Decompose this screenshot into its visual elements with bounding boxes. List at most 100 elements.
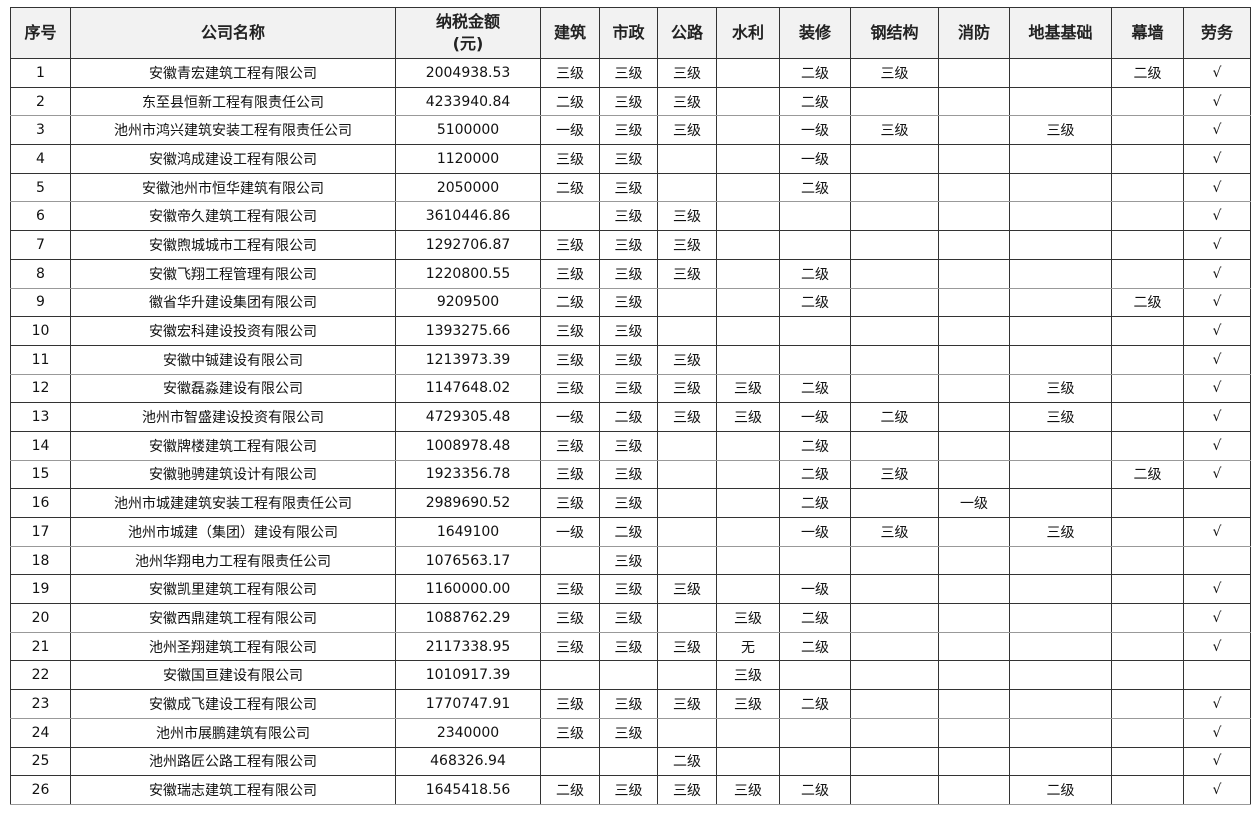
- cell-municipal: 三级: [599, 775, 658, 805]
- cell-construction: [540, 660, 600, 691]
- cell-steel-structure: [850, 746, 939, 777]
- cell-steel-structure: [850, 287, 939, 318]
- cell-steel-structure: [850, 258, 939, 289]
- cell-decoration: 一级: [779, 517, 851, 547]
- cell-foundation: [1009, 488, 1112, 518]
- cell-curtain-wall: [1111, 574, 1184, 605]
- cell-water-conservancy: [716, 230, 780, 260]
- cell-labor: √: [1183, 172, 1251, 203]
- cell-labor: √: [1183, 144, 1251, 174]
- cell-labor: √: [1183, 430, 1251, 461]
- cell-tax-amount: 1008978.48: [395, 430, 541, 461]
- cell-foundation: 二级: [1009, 775, 1112, 805]
- cell-highway: 三级: [657, 631, 717, 662]
- cell-water-conservancy: 三级: [716, 373, 780, 404]
- cell-curtain-wall: [1111, 316, 1184, 346]
- cell-construction: 三级: [540, 488, 600, 518]
- table-row: 26 安徽瑞志建筑工程有限公司 1645418.56 二级 三级 三级 三级 二级 二级 √: [10, 775, 1251, 805]
- cell-decoration: 二级: [779, 172, 851, 203]
- table-row: 7 安徽煦城城市工程有限公司 1292706.87 三级 三级 三级 √: [10, 230, 1251, 260]
- cell-labor: √: [1183, 574, 1251, 605]
- cell-index: 25: [10, 746, 71, 777]
- cell-steel-structure: [850, 144, 939, 174]
- cell-steel-structure: 三级: [850, 115, 939, 146]
- cell-labor: √: [1183, 287, 1251, 318]
- cell-curtain-wall: [1111, 717, 1184, 748]
- cell-foundation: [1009, 631, 1112, 662]
- cell-decoration: 一级: [779, 402, 851, 432]
- cell-steel-structure: [850, 201, 939, 232]
- cell-water-conservancy: [716, 574, 780, 605]
- cell-tax-amount: 1010917.39: [395, 660, 541, 691]
- cell-highway: 三级: [657, 574, 717, 605]
- cell-curtain-wall: [1111, 201, 1184, 232]
- cell-water-conservancy: [716, 201, 780, 232]
- cell-index: 6: [10, 201, 71, 232]
- cell-steel-structure: [850, 660, 939, 691]
- cell-labor: √: [1183, 517, 1251, 547]
- cell-steel-structure: 三级: [850, 58, 939, 88]
- cell-construction: 三级: [540, 603, 600, 633]
- cell-construction: 三级: [540, 58, 600, 88]
- cell-foundation: [1009, 258, 1112, 289]
- cell-highway: 三级: [657, 58, 717, 88]
- cell-steel-structure: [850, 574, 939, 605]
- cell-water-conservancy: [716, 115, 780, 146]
- cell-water-conservancy: 三级: [716, 775, 780, 805]
- cell-tax-amount: 1292706.87: [395, 230, 541, 260]
- cell-municipal: 二级: [599, 517, 658, 547]
- cell-municipal: [599, 660, 658, 691]
- cell-index: 12: [10, 373, 71, 404]
- cell-index: 3: [10, 115, 71, 146]
- cell-tax-amount: 1220800.55: [395, 258, 541, 289]
- cell-tax-amount: 2117338.95: [395, 631, 541, 662]
- cell-construction: 三级: [540, 258, 600, 289]
- cell-tax-amount: 1213973.39: [395, 344, 541, 375]
- cell-water-conservancy: [716, 517, 780, 547]
- cell-highway: [657, 488, 717, 518]
- cell-municipal: 三级: [599, 430, 658, 461]
- cell-tax-amount: 468326.94: [395, 746, 541, 777]
- cell-labor: √: [1183, 689, 1251, 719]
- table-row: 17 池州市城建（集团）建设有限公司 1649100 一级 二级 一级 三级 三级 √: [10, 517, 1251, 547]
- cell-curtain-wall: [1111, 86, 1184, 117]
- cell-index: 14: [10, 430, 71, 461]
- cell-municipal: 三级: [599, 316, 658, 346]
- cell-construction: 三级: [540, 316, 600, 346]
- cell-company-name: 池州圣翔建筑工程有限公司: [70, 631, 396, 662]
- cell-fire-protection: [938, 660, 1010, 691]
- table-row: 16 池州市城建建筑安装工程有限责任公司 2989690.52 三级 三级 二级 一级: [10, 488, 1251, 518]
- cell-construction: 一级: [540, 517, 600, 547]
- cell-foundation: 三级: [1009, 517, 1112, 547]
- cell-construction: 一级: [540, 402, 600, 432]
- cell-labor: √: [1183, 201, 1251, 232]
- cell-tax-amount: 1088762.29: [395, 603, 541, 633]
- table-row: 20 安徽西鼎建筑工程有限公司 1088762.29 三级 三级 三级 二级 √: [10, 603, 1251, 633]
- cell-foundation: [1009, 201, 1112, 232]
- cell-construction: 三级: [540, 430, 600, 461]
- cell-labor: √: [1183, 631, 1251, 662]
- cell-index: 16: [10, 488, 71, 518]
- cell-labor: √: [1183, 115, 1251, 146]
- cell-labor: √: [1183, 86, 1251, 117]
- cell-fire-protection: [938, 517, 1010, 547]
- cell-index: 21: [10, 631, 71, 662]
- cell-company-name: 池州路匠公路工程有限公司: [70, 746, 396, 777]
- cell-tax-amount: 2004938.53: [395, 58, 541, 88]
- table-body: 1 安徽青宏建筑工程有限公司 2004938.53 三级 三级 三级 二级 三级 二级 √ 2 东至县…: [10, 58, 1251, 805]
- cell-decoration: 二级: [779, 258, 851, 289]
- cell-curtain-wall: [1111, 517, 1184, 547]
- cell-tax-amount: 2989690.52: [395, 488, 541, 518]
- cell-tax-amount: 1770747.91: [395, 689, 541, 719]
- table-row: 1 安徽青宏建筑工程有限公司 2004938.53 三级 三级 三级 二级 三级 二级 √: [10, 58, 1251, 88]
- cell-tax-amount: 1147648.02: [395, 373, 541, 404]
- cell-index: 26: [10, 775, 71, 805]
- table-row: 22 安徽国亘建设有限公司 1010917.39 三级: [10, 660, 1251, 691]
- cell-fire-protection: 一级: [938, 488, 1010, 518]
- cell-municipal: 三级: [599, 488, 658, 518]
- cell-water-conservancy: [716, 86, 780, 117]
- cell-curtain-wall: [1111, 373, 1184, 404]
- cell-fire-protection: [938, 746, 1010, 777]
- cell-decoration: 二级: [779, 775, 851, 805]
- cell-construction: 三级: [540, 373, 600, 404]
